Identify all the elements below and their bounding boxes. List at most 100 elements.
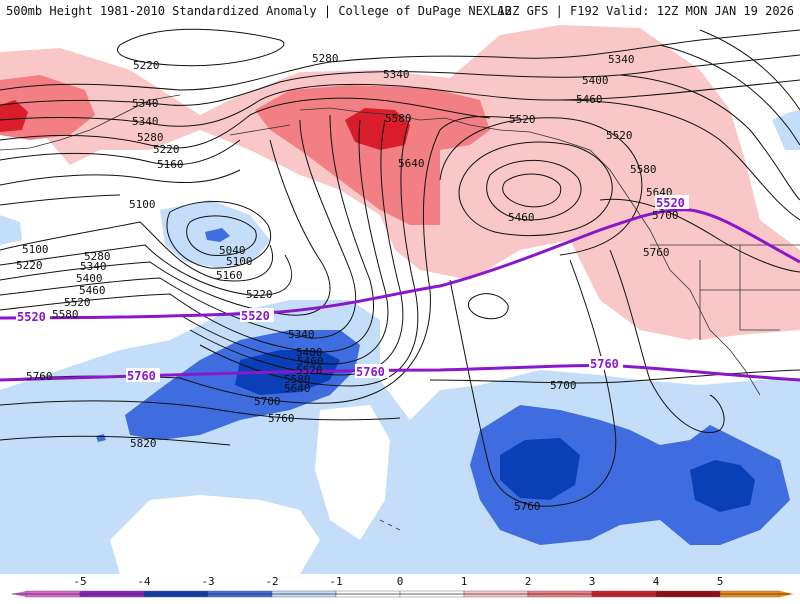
contour-label: 5460 (297, 355, 324, 368)
contour-label: 5520 (606, 129, 633, 142)
colorbar-tick-label: -3 (201, 575, 215, 588)
label-background (240, 308, 274, 322)
colorbar-tick-label: 4 (652, 575, 660, 588)
contour-label: 5220 (133, 59, 160, 72)
contour-label: 5220 (16, 259, 43, 272)
negative-anomaly-spot (205, 228, 230, 242)
map-title: 500mb Height 1981-2010 Standardized Anom… (6, 4, 512, 18)
positive-anomaly-core (255, 85, 490, 225)
colorbar-svg (12, 590, 794, 598)
contour-line (166, 201, 272, 269)
contour-line (189, 119, 404, 376)
contour-line (559, 99, 800, 221)
negative-anomaly-northeast (772, 110, 800, 150)
contour-line (0, 194, 121, 206)
contour-5760-label: 5760 (356, 365, 385, 379)
contour-5520-label: 5520 (17, 310, 46, 324)
contour-line (179, 119, 389, 365)
contour-line (429, 369, 800, 384)
contour-line (0, 139, 241, 166)
colorbar-tick-label: -4 (137, 575, 151, 588)
contour-label: 5460 (508, 211, 535, 224)
state-border-2 (739, 245, 780, 331)
contour-line (0, 221, 273, 282)
label-background (126, 368, 160, 382)
contour-label: 5100 (226, 255, 253, 268)
colorbar-tick-label: -5 (73, 575, 87, 588)
contour-label: 5280 (137, 131, 164, 144)
colorbar-tick-label: -1 (329, 575, 343, 588)
contour-line (0, 97, 491, 149)
coastlines (0, 94, 800, 531)
contour-label: 5760 (268, 412, 295, 425)
neutral-pocket (110, 495, 320, 574)
contour-label: 5220 (246, 288, 273, 301)
contour-line (0, 114, 374, 353)
contour-label: 5580 (284, 373, 311, 386)
strong-negative-southeast (500, 438, 580, 500)
contour-label: 5520 (64, 296, 91, 309)
contour-line (0, 79, 800, 127)
contour-line (599, 198, 800, 273)
contour-5760-label: 5760 (590, 357, 619, 371)
label-background (355, 364, 389, 378)
contour-line (0, 400, 401, 421)
contour-label: 5760 (514, 500, 541, 513)
contour-line (0, 119, 357, 339)
contour-label: 5340 (608, 53, 635, 66)
colorbar-tick-label: 5 (716, 575, 724, 588)
contour-label: 5520 (509, 113, 536, 126)
contour-label: 5400 (296, 346, 323, 359)
contour-label: 5220 (153, 143, 180, 156)
contour-line (458, 141, 613, 237)
hawaii-islands (379, 519, 401, 531)
contour-line (0, 54, 800, 106)
anomaly-colorbar: -5 -4 -3 -2 -1 0 1 2 3 4 5 (0, 574, 800, 600)
contour-label: 5340 (383, 68, 410, 81)
strong-positive-west (0, 100, 28, 132)
contour-line (0, 29, 800, 91)
neutral-pocket-2 (315, 405, 390, 540)
alaska-coast (299, 107, 641, 216)
contour-label: 5580 (52, 308, 79, 321)
contour-line (609, 249, 725, 434)
contour-label: 5760 (26, 370, 53, 383)
negative-anomaly-westedge (0, 215, 22, 245)
contour-5520-highlight (0, 208, 800, 320)
contour-line (699, 29, 800, 111)
contour-label: 5760 (643, 246, 670, 259)
contour-line (186, 215, 257, 256)
contour-5760-label: 5760 (127, 369, 156, 383)
contour-line (0, 435, 231, 446)
contour-label: 5460 (576, 93, 603, 106)
contour-line (0, 139, 331, 316)
contour-labels: 5220 5280 5340 5340 5400 5460 5340 5280 … (16, 52, 679, 513)
aleutian-islands (229, 124, 291, 136)
contour-label: 5640 (398, 157, 425, 170)
label-background (589, 356, 623, 370)
contour-line (502, 173, 562, 208)
north-america-coast (639, 214, 761, 396)
contour-label: 5280 (312, 52, 339, 65)
contour-label: 5340 (132, 115, 159, 128)
contour-line (0, 169, 241, 186)
strong-positive-core (345, 108, 410, 150)
contour-label: 5700 (254, 395, 281, 408)
contour-line (467, 293, 509, 320)
map-header: 500mb Height 1981-2010 Standardized Anom… (0, 0, 800, 22)
contour-line (199, 117, 419, 387)
contour-label: 5820 (130, 437, 157, 450)
anomaly-map: 5220 5280 5340 5340 5400 5460 5340 5280 … (0, 22, 800, 574)
contour-line (659, 44, 800, 146)
contour-label: 5040 (219, 244, 246, 257)
contour-5520-label: 5520 (656, 196, 685, 210)
colorbar-tick-label: -2 (265, 575, 279, 588)
contour-line (439, 117, 643, 256)
contour-label: 5580 (630, 163, 657, 176)
contour-label: 5700 (652, 209, 679, 222)
label-background (16, 309, 50, 323)
contour-line (117, 28, 285, 67)
anomaly-shading (0, 25, 800, 574)
label-background (655, 195, 689, 209)
